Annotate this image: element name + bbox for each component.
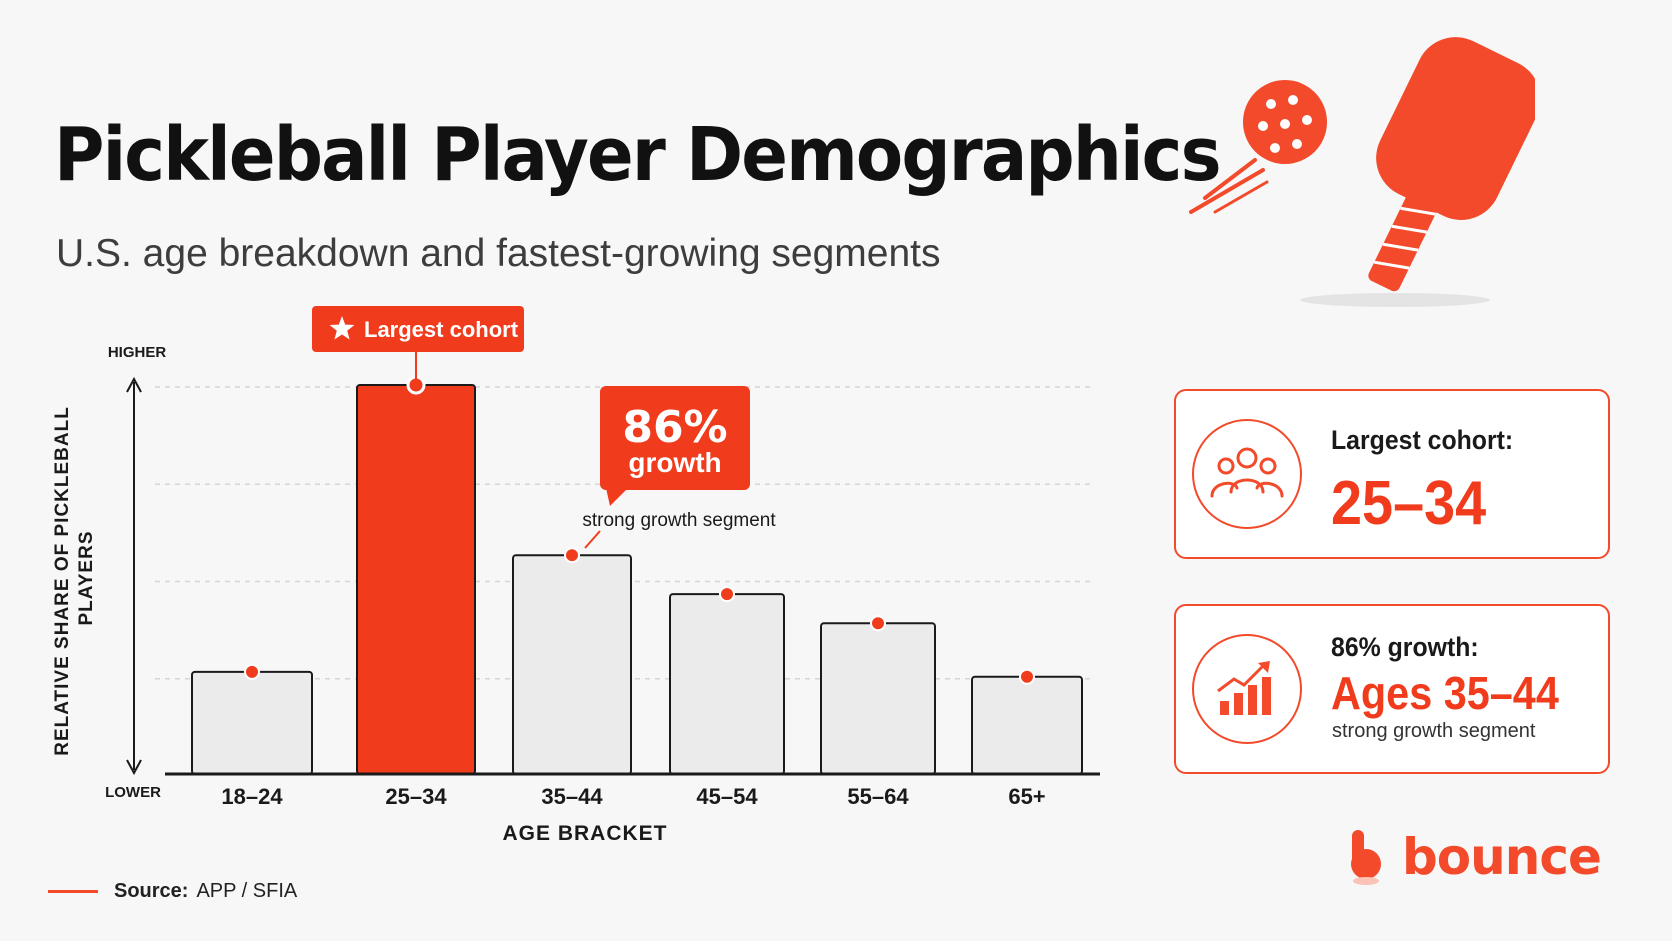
page-title: Pickleball Player Demographics [54, 112, 1222, 198]
bar-marker [870, 615, 886, 632]
growth-note: strong growth segment [582, 510, 776, 531]
bar-55–64 [820, 622, 936, 776]
x-tick-label: 55–64 [847, 784, 909, 809]
growth-card: 86% growth: Ages 35–44 strong growth seg… [1174, 604, 1610, 774]
bar-45–54 [669, 593, 785, 776]
bar-marker [406, 375, 426, 395]
pickleball-illustration [1189, 37, 1535, 307]
largest-cohort-label: Largest cohort [364, 317, 519, 342]
largest-cohort-callout: Largest cohort [312, 306, 524, 379]
x-axis-title: AGE BRACKET [502, 822, 667, 845]
growth-percent: 86% [622, 402, 727, 453]
bar-25–34 [356, 384, 476, 775]
brand-name: bounce [1402, 828, 1602, 886]
source-label: Source: [114, 880, 189, 902]
growth-card-note: strong growth segment [1332, 720, 1536, 742]
source-value: APP / SFIA [196, 880, 298, 902]
bar-65+ [971, 675, 1083, 775]
brand-logo: bounce [1348, 828, 1602, 886]
y-axis-title-line-1: RELATIVE SHARE OF PICKLEBALL [52, 407, 73, 756]
y-axis-title-line-2: PLAYERS [76, 531, 97, 626]
star-icon [329, 316, 355, 340]
source-note: Source: APP / SFIA [48, 880, 297, 903]
largest-cohort-card-value: 25–34 [1331, 469, 1487, 538]
largest-cohort-card-label: Largest cohort: [1331, 425, 1514, 455]
growth-word: growth [628, 447, 721, 478]
y-axis-arrow [126, 376, 142, 776]
growth-card-label: 86% growth: [1331, 632, 1479, 662]
largest-cohort-card: Largest cohort: 25–34 [1174, 389, 1610, 559]
x-tick-label: 35–44 [541, 784, 603, 809]
people-icon [1192, 419, 1302, 529]
growth-card-value: Ages 35–44 [1331, 667, 1559, 719]
source-line [48, 890, 98, 893]
bar-marker [244, 663, 260, 680]
bounce-logo-icon [1351, 830, 1381, 885]
y-axis-title: RELATIVE SHARE OF PICKLEBALL PLAYERS [52, 400, 97, 756]
x-tick-label: 65+ [1008, 784, 1045, 809]
bar-marker [564, 547, 580, 564]
bar-marker [1019, 668, 1035, 685]
growth-callout: 86% growth strong growth segment [582, 386, 776, 549]
y-axis-top-label: HIGHER [108, 344, 167, 361]
page-subtitle: U.S. age breakdown and fastest-growing s… [56, 232, 941, 275]
x-tick-label: 25–34 [385, 784, 447, 809]
pickleball-paddle-icon [1300, 37, 1535, 307]
pickleball-ball-icon [1189, 80, 1327, 214]
bar-marker [719, 586, 735, 603]
bar-35–44 [512, 554, 632, 775]
x-tick-label: 45–54 [696, 784, 758, 809]
growth-chart-icon [1192, 634, 1302, 744]
y-axis-bottom-label: LOWER [105, 784, 161, 801]
x-tick-label: 18–24 [221, 784, 283, 809]
bar-18–24 [191, 670, 313, 776]
bar-chart: 18–24 25–34 35–44 45–54 55–64 65+ HIGHER LOWE… [52, 306, 1100, 845]
